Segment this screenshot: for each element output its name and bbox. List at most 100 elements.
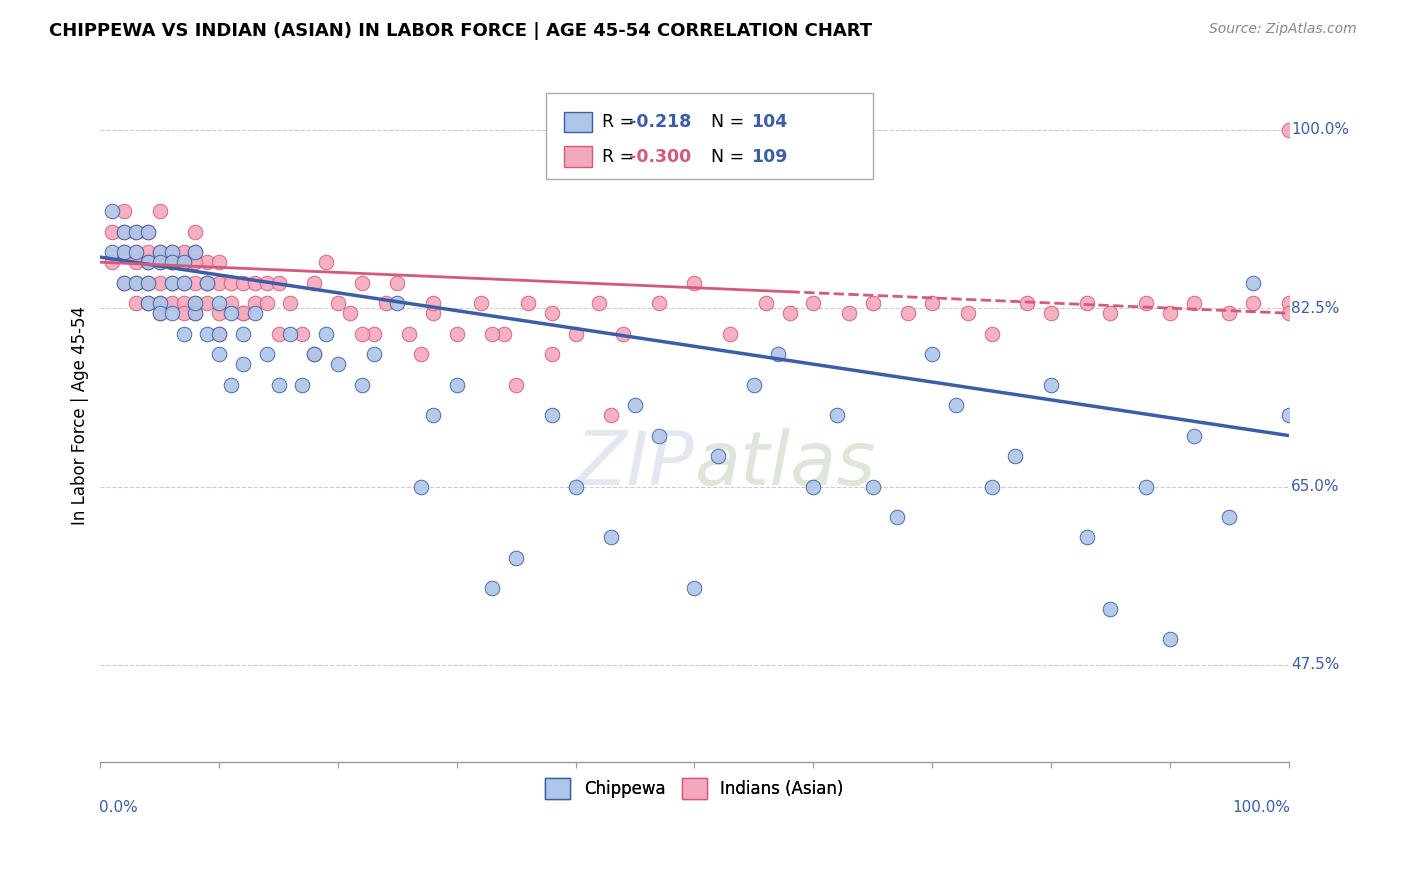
Point [208, 347, 231, 361]
Point [149, 296, 172, 310]
Point [101, 225, 124, 239]
Point [101, 204, 124, 219]
Point [112, 245, 135, 260]
Point [184, 276, 207, 290]
Point [505, 550, 527, 565]
Point [505, 377, 527, 392]
Point [267, 377, 290, 392]
Point [149, 306, 172, 320]
Point [862, 479, 884, 493]
Point [208, 306, 231, 320]
Point [184, 225, 207, 239]
Point [173, 276, 195, 290]
Point [149, 296, 172, 310]
Point [838, 306, 860, 320]
Point [1241, 276, 1264, 290]
Point [683, 276, 706, 290]
Point [624, 398, 647, 412]
Point [208, 276, 231, 290]
Point [422, 306, 444, 320]
Point [446, 326, 468, 341]
Point [256, 296, 278, 310]
Point [481, 326, 503, 341]
Point [195, 276, 218, 290]
Point [1278, 408, 1301, 422]
Point [184, 306, 207, 320]
Point [481, 582, 503, 596]
Point [112, 204, 135, 219]
Point [125, 225, 148, 239]
Text: R =: R = [602, 148, 640, 166]
Point [149, 276, 172, 290]
Point [232, 276, 254, 290]
Point [291, 377, 314, 392]
Point [149, 255, 172, 269]
Point [195, 276, 218, 290]
Point [112, 225, 135, 239]
Point [232, 306, 254, 320]
Point [125, 245, 148, 260]
Point [945, 398, 967, 412]
Point [173, 276, 195, 290]
Text: ZIP: ZIP [575, 427, 695, 500]
Point [208, 296, 231, 310]
Point [980, 479, 1002, 493]
Point [862, 296, 884, 310]
Text: -0.218: -0.218 [628, 113, 692, 131]
Point [304, 276, 326, 290]
Point [588, 296, 610, 310]
FancyBboxPatch shape [546, 93, 873, 179]
Point [718, 326, 741, 341]
Point [160, 276, 183, 290]
Point [648, 296, 671, 310]
Point [326, 357, 349, 371]
Point [173, 326, 195, 341]
Point [101, 245, 124, 260]
Point [184, 245, 207, 260]
Point [243, 306, 266, 320]
Point [280, 296, 302, 310]
Point [256, 276, 278, 290]
Point [980, 326, 1002, 341]
Point [256, 347, 278, 361]
Point [125, 276, 148, 290]
Point [517, 296, 540, 310]
Point [956, 306, 979, 320]
Point [195, 326, 218, 341]
Point [184, 306, 207, 320]
Point [600, 408, 623, 422]
Point [101, 255, 124, 269]
Text: Source: ZipAtlas.com: Source: ZipAtlas.com [1209, 22, 1357, 37]
Point [160, 255, 183, 269]
Point [1076, 296, 1098, 310]
Point [921, 296, 943, 310]
Point [208, 255, 231, 269]
Point [683, 582, 706, 596]
Point [136, 225, 159, 239]
Text: 104: 104 [752, 113, 787, 131]
Point [112, 276, 135, 290]
Point [339, 306, 361, 320]
Point [219, 377, 242, 392]
Text: 82.5%: 82.5% [1291, 301, 1340, 316]
Point [1099, 306, 1122, 320]
Point [470, 296, 492, 310]
Point [315, 255, 337, 269]
Point [219, 306, 242, 320]
Point [208, 326, 231, 341]
Point [1278, 296, 1301, 310]
Point [125, 255, 148, 269]
Point [125, 225, 148, 239]
Point [742, 377, 765, 392]
Point [160, 245, 183, 260]
Point [1135, 479, 1157, 493]
Point [267, 276, 290, 290]
Point [173, 296, 195, 310]
Point [755, 296, 778, 310]
Point [195, 276, 218, 290]
Point [326, 296, 349, 310]
Point [304, 347, 326, 361]
Point [801, 296, 824, 310]
Point [801, 479, 824, 493]
Text: 109: 109 [752, 148, 787, 166]
